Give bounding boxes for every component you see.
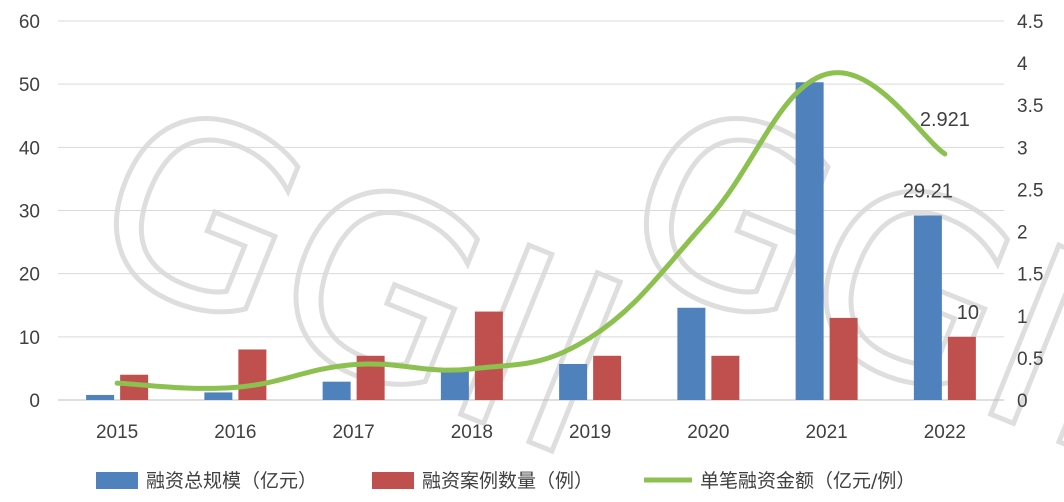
left-tick-label: 30 [19,202,40,223]
bar-total-2018 [440,370,469,400]
line-unit-amount [114,70,948,391]
bar-count-2019 [593,355,622,400]
x-tick-label: 2016 [214,422,256,443]
right-tick-label: 1 [1017,307,1028,328]
bar-total-2020 [677,307,706,400]
data-label: 10 [957,302,979,324]
right-tick-label: 1.5 [1017,265,1043,286]
legend: 融资总规模（亿元） 融资案例数量（例） 单笔融资金额（亿元/例） [96,470,915,492]
left-tick-label: 10 [19,328,40,349]
legend-label: 单笔融资金额（亿元/例） [700,470,915,492]
data-labels: 29.21 10 2.921 [903,109,979,324]
x-axis: 2015 2016 2017 2018 2019 2020 2021 2022 [96,422,966,443]
bar-count-2018 [474,311,503,400]
bar-total-2017 [322,381,351,400]
left-y-axis: 0 10 20 30 40 50 60 [19,12,40,412]
left-tick-label: 50 [19,75,40,96]
legend-label: 融资总规模（亿元） [146,470,317,492]
line-series [114,70,948,391]
x-tick-label: 2020 [687,422,729,443]
legend-swatch [372,472,414,489]
bar-count-2021 [829,317,858,400]
left-tick-label: 60 [19,12,40,33]
right-tick-label: 4 [1017,54,1028,75]
legend-swatch [96,472,138,489]
x-tick-label: 2021 [805,422,847,443]
legend-label: 融资案例数量（例） [422,470,593,492]
x-tick-label: 2018 [451,422,493,443]
right-tick-label: 2 [1017,223,1028,244]
bar-total-2021 [795,82,824,400]
bar-total-2022 [913,215,942,400]
right-tick-label: 3.5 [1017,96,1043,117]
right-tick-label: 4.5 [1017,12,1043,33]
x-tick-label: 2022 [924,422,966,443]
bar-count-2020 [711,355,740,400]
data-label: 29.21 [903,180,953,202]
bar-total-2015 [86,394,115,400]
left-tick-label: 40 [19,138,40,159]
data-label: 2.921 [920,109,970,131]
bar-total-2019 [559,363,588,400]
bar-total-2016 [204,392,233,400]
bar-count-2022 [947,336,976,400]
right-tick-label: 3 [1017,138,1028,159]
right-y-axis: 0 0.5 1 1.5 2 2.5 3 3.5 4 4.5 [1017,12,1043,412]
right-tick-label: 2.5 [1017,180,1043,201]
bar-count-2016 [238,349,267,400]
left-tick-label: 20 [19,265,40,286]
right-tick-label: 0.5 [1017,349,1043,370]
bars [86,82,976,400]
x-tick-label: 2015 [96,422,138,443]
right-tick-label: 0 [1017,391,1028,412]
x-tick-label: 2017 [332,422,374,443]
left-tick-label: 0 [29,391,40,412]
x-tick-label: 2019 [569,422,611,443]
